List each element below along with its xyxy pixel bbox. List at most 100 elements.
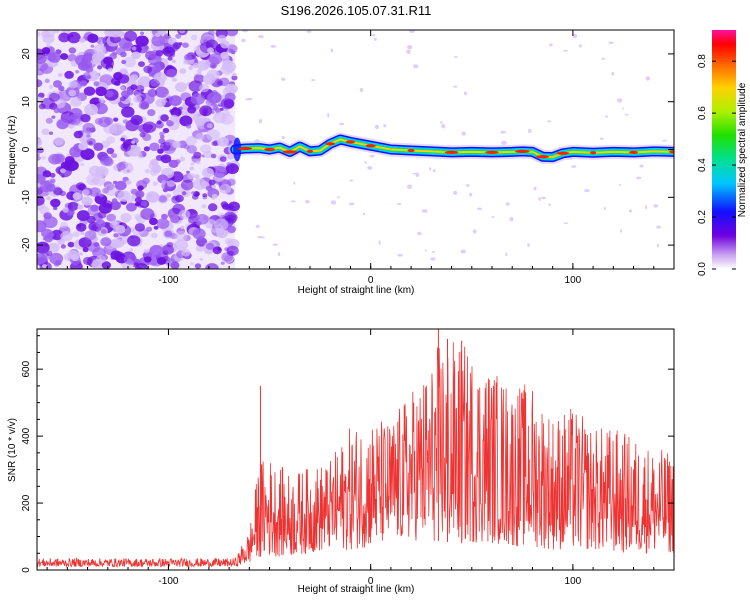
noise-speckle	[277, 252, 281, 257]
noise-blob	[222, 158, 227, 162]
noise-blob	[51, 115, 56, 119]
spectrogram-ytick-label: 10	[21, 96, 32, 108]
noise-speckle	[359, 87, 364, 93]
snr-ticks: -100 0 100 0 200 400 600	[21, 329, 675, 587]
noise-speckle	[570, 165, 577, 168]
noise-blob	[195, 214, 209, 225]
noise-blob	[194, 174, 200, 179]
noise-blob	[60, 53, 69, 60]
noise-blob	[57, 73, 63, 77]
noise-blob	[143, 65, 153, 74]
noise-speckle	[362, 212, 365, 216]
noise-speckle	[584, 189, 590, 193]
noise-blob	[217, 136, 229, 147]
noise-blob	[120, 213, 132, 223]
noise-blob	[67, 201, 79, 211]
noise-blob	[191, 191, 196, 195]
noise-speckle	[460, 249, 467, 254]
noise-blob	[86, 215, 96, 224]
track-hotspot	[365, 144, 376, 148]
noise-blob	[124, 30, 137, 42]
track-hotspot	[629, 150, 638, 154]
noise-blob	[132, 95, 142, 103]
noise-blob	[205, 242, 215, 250]
snr-frame	[36, 328, 675, 571]
noise-blob	[164, 230, 173, 238]
noise-speckle	[406, 49, 411, 54]
noise-blob	[143, 248, 150, 254]
noise-blob	[191, 194, 199, 200]
noise-blob	[155, 50, 164, 57]
noise-blob	[160, 114, 169, 122]
noise-blob	[216, 80, 223, 86]
colorbar-bar	[712, 30, 736, 269]
noise-blob	[67, 31, 81, 44]
noise-blob	[135, 85, 145, 93]
snr-ytick-label: 200	[21, 494, 32, 511]
noise-blob	[131, 46, 137, 51]
noise-blob	[174, 159, 181, 165]
noise-blob	[37, 152, 40, 157]
noise-blob	[131, 140, 136, 144]
noise-speckle	[653, 204, 659, 208]
noise-blob	[174, 239, 189, 251]
noise-blob	[82, 189, 90, 196]
snr-ytick-label: 0	[21, 567, 32, 573]
noise-blob	[93, 81, 100, 87]
noise-blob	[67, 241, 75, 248]
noise-blob	[113, 233, 119, 238]
noise-blob	[127, 235, 141, 247]
noise-speckle	[619, 183, 622, 187]
noise-blob	[208, 53, 223, 65]
noise-blob	[192, 228, 206, 240]
noise-speckle	[527, 128, 532, 133]
noise-blob	[186, 170, 190, 174]
noise-blob	[163, 33, 171, 39]
noise-blob	[124, 92, 129, 96]
noise-blob	[53, 108, 60, 114]
noise-speckle	[374, 124, 380, 130]
noise-blob	[149, 217, 158, 226]
noise-blob	[54, 137, 64, 146]
noise-blob	[98, 202, 112, 214]
noise-blob	[98, 116, 111, 128]
noise-blob	[100, 229, 107, 235]
noise-blob	[148, 73, 153, 77]
noise-blob	[211, 197, 216, 200]
noise-blob	[120, 142, 131, 152]
noise-blob	[37, 253, 47, 265]
track-hotspot	[536, 155, 549, 159]
noise-blob	[123, 56, 136, 68]
noise-speckle	[242, 30, 248, 33]
noise-blob	[194, 263, 202, 269]
noise-blob	[166, 119, 174, 127]
noise-blob	[179, 115, 193, 127]
noise-blob	[64, 70, 74, 79]
noise-speckle	[255, 224, 260, 229]
noise-blob	[49, 172, 56, 178]
noise-blob	[87, 204, 102, 216]
noise-speckle	[548, 43, 553, 47]
noise-blob	[40, 155, 46, 160]
noise-speckle	[500, 130, 507, 134]
noise-blob	[50, 178, 56, 184]
noise-blob	[182, 42, 189, 48]
noise-speckle	[453, 190, 458, 195]
snr-ytick-label: 600	[21, 360, 32, 377]
noise-blob	[97, 65, 103, 70]
track-hotspot	[590, 151, 597, 155]
noise-blob	[89, 187, 101, 198]
spectrogram-xtick-label: 0	[368, 275, 374, 286]
noise-blob	[76, 223, 82, 228]
noise-blob	[168, 95, 182, 107]
noise-blob	[150, 232, 158, 239]
noise-blob	[226, 30, 238, 37]
colorbar-tick-label: 0.4	[697, 158, 708, 172]
noise-blob	[84, 230, 97, 241]
noise-blob	[69, 113, 78, 121]
noise-blob	[48, 242, 60, 253]
noise-speckle	[466, 183, 470, 188]
noise-blob	[60, 244, 66, 249]
noise-speckle	[601, 57, 606, 60]
